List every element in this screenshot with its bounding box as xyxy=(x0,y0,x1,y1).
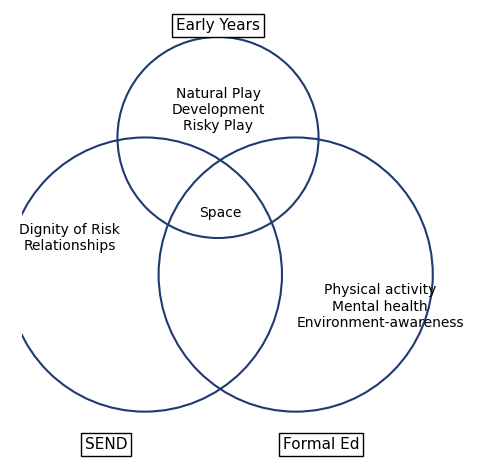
Text: Dignity of Risk
Relationships: Dignity of Risk Relationships xyxy=(19,223,120,253)
Text: SEND: SEND xyxy=(85,437,128,452)
Text: Natural Play
Development
Risky Play: Natural Play Development Risky Play xyxy=(172,87,265,133)
Text: Physical activity
Mental health
Environment-awareness: Physical activity Mental health Environm… xyxy=(296,283,464,330)
Text: Early Years: Early Years xyxy=(176,18,260,33)
Text: Formal Ed: Formal Ed xyxy=(282,437,359,452)
Text: Space: Space xyxy=(199,206,242,220)
